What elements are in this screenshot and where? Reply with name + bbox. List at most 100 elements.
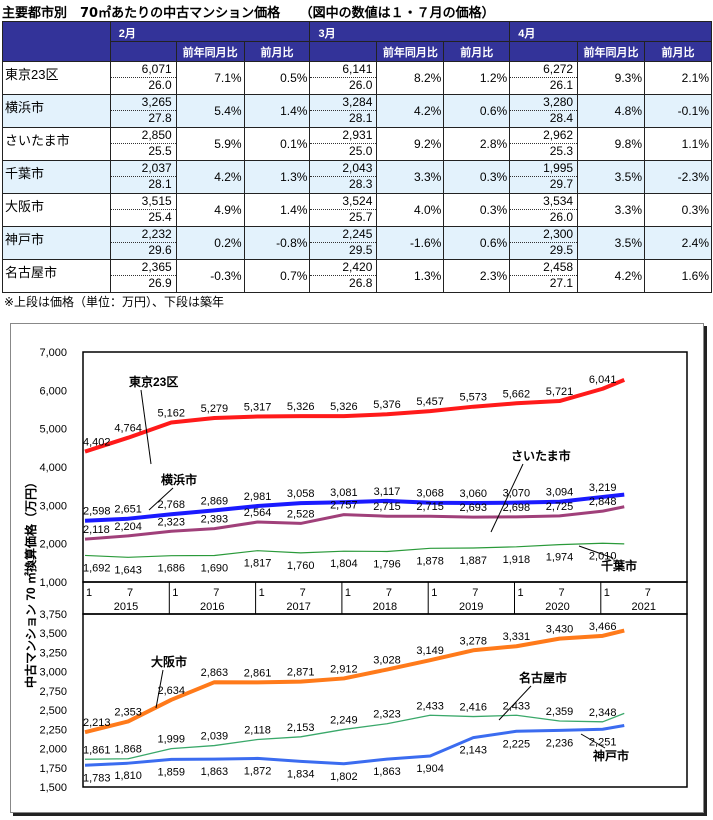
data-label: 5,721 [546, 386, 574, 398]
price-value: 2,245 [310, 227, 377, 243]
data-label: 3,117 [374, 486, 401, 498]
month-tick-label: 7 [559, 587, 565, 599]
data-label: 5,376 [373, 399, 401, 411]
price-value: 2,037 [110, 161, 176, 177]
y-tick-label: 2,000 [39, 744, 67, 756]
price-cell: 3,534 26.0 [509, 193, 579, 227]
data-label: 1,999 [158, 734, 186, 746]
price-cell: 3,524 25.7 [309, 193, 378, 227]
data-label: 2,323 [158, 516, 186, 528]
data-label: 2,863 [201, 667, 229, 679]
price-cell: 3,265 27.8 [109, 94, 177, 128]
table-row: さいたま市 2,850 25.5 5.9% 0.1% 2,931 25.0 9.2% 2.8% 2… [2, 127, 712, 161]
y-tick-label: 1,000 [39, 577, 67, 589]
price-value: 3,284 [310, 95, 377, 111]
building-age: 25.3 [549, 144, 574, 158]
y-tick-label: 3,000 [39, 500, 67, 512]
data-label: 3,331 [503, 631, 531, 643]
data-label: 2,715 [416, 501, 444, 513]
y-tick-label: 2,250 [39, 724, 67, 736]
data-label: 2,118 [83, 524, 110, 536]
month-tick-label: 1 [86, 587, 92, 599]
data-label: 2,693 [459, 502, 487, 514]
month-tick-label: 1 [172, 587, 178, 599]
data-label: 2,861 [244, 667, 272, 679]
building-age: 28.1 [349, 111, 373, 125]
building-age: 26.0 [549, 210, 574, 224]
series-callout-label: 名古屋市 [519, 670, 567, 685]
price-cell: 2,365 26.9 [109, 259, 177, 293]
data-label: 1,643 [114, 564, 142, 576]
data-label: 5,457 [416, 396, 444, 408]
yoy-change: 5.4% [175, 94, 245, 128]
data-label: 2,768 [158, 499, 186, 511]
y-tick-label: 3,500 [39, 628, 67, 640]
price-table: 2月 3月 4月 前年同月比 前月比 前年同月比 前月比 前年同月比 前月比 東京23区 6… [2, 21, 712, 293]
yoy-change: 0.2% [175, 226, 245, 260]
data-label: 1,802 [330, 771, 358, 783]
mom-change: -2.3% [644, 160, 712, 194]
data-label: 1,834 [287, 768, 315, 780]
yoy-change: -0.3% [175, 259, 245, 293]
callout-leader [580, 733, 606, 749]
yoy-change: 4.9% [175, 193, 245, 227]
price-cell: 1,995 29.7 [509, 160, 579, 194]
mom-change: 2.1% [644, 61, 712, 95]
building-age: 25.5 [148, 144, 172, 158]
price-cell: 2,037 28.1 [109, 160, 177, 194]
building-age: 29.7 [549, 177, 574, 191]
data-label: 2,225 [503, 738, 531, 750]
yoy-change: 3.5% [577, 226, 645, 260]
city-name: さいたま市 [2, 127, 111, 161]
price-value: 2,962 [510, 128, 578, 144]
data-label: 3,278 [459, 635, 487, 647]
data-label: 1,918 [503, 554, 531, 566]
y-tick-label: 1,500 [39, 782, 67, 794]
building-age: 29.5 [549, 243, 574, 257]
mom-change: 0.3% [644, 193, 712, 227]
building-age: 26.1 [549, 78, 574, 92]
series-line-0 [84, 378, 626, 454]
price-cell: 2,232 29.6 [109, 226, 177, 260]
yoy-change: 4.2% [376, 94, 445, 128]
data-label: 3,060 [459, 488, 487, 500]
price-cell: 6,141 26.0 [309, 61, 378, 95]
month-tick-label: 1 [518, 587, 524, 599]
callout-leader [490, 463, 524, 533]
price-value: 2,232 [110, 227, 176, 243]
price-value: 6,141 [310, 62, 377, 78]
bottom-plot-area [82, 613, 688, 788]
price-cell: 2,420 26.8 [309, 259, 378, 293]
callout-leader [155, 669, 164, 709]
data-label: 3,094 [546, 487, 574, 499]
header-price-blank [109, 41, 177, 62]
series-callout-label: 神戸市 [593, 748, 629, 763]
chart-frame: 1,000 2,000 3,000 4,000 5,000 6,000 7,000 1,500… [10, 323, 704, 813]
data-label: 2,433 [416, 700, 444, 712]
yoy-change: 4.8% [577, 94, 645, 128]
price-value: 6,071 [110, 62, 176, 78]
data-label: 2,204 [114, 521, 142, 533]
data-label: 2,757 [330, 500, 358, 512]
series-line-2 [84, 505, 625, 541]
data-label: 5,279 [201, 403, 229, 415]
series-line-2 [84, 724, 625, 767]
data-label: 1,817 [244, 558, 272, 570]
building-age: 26.0 [349, 78, 373, 92]
data-label: 3,068 [416, 488, 444, 500]
data-label: 2,981 [244, 491, 272, 503]
city-name: 神戸市 [2, 226, 111, 260]
data-label: 2,236 [546, 737, 574, 749]
data-label: 1,859 [158, 766, 186, 778]
building-age: 27.8 [148, 111, 172, 125]
year-label: 2019 [459, 601, 483, 613]
price-value: 2,420 [310, 260, 377, 276]
page-title: 主要都市別 70㎡あたりの中古マンション価格 （図中の数値は１・７月の価格） [2, 6, 495, 21]
year-label: 2017 [286, 601, 310, 613]
city-name: 横浜市 [2, 94, 111, 128]
yoy-change: 3.3% [577, 193, 645, 227]
data-label: 1,690 [201, 563, 229, 575]
y-tick-label: 2,500 [39, 705, 67, 717]
building-age: 28.3 [349, 177, 373, 191]
price-value: 3,265 [110, 95, 176, 111]
